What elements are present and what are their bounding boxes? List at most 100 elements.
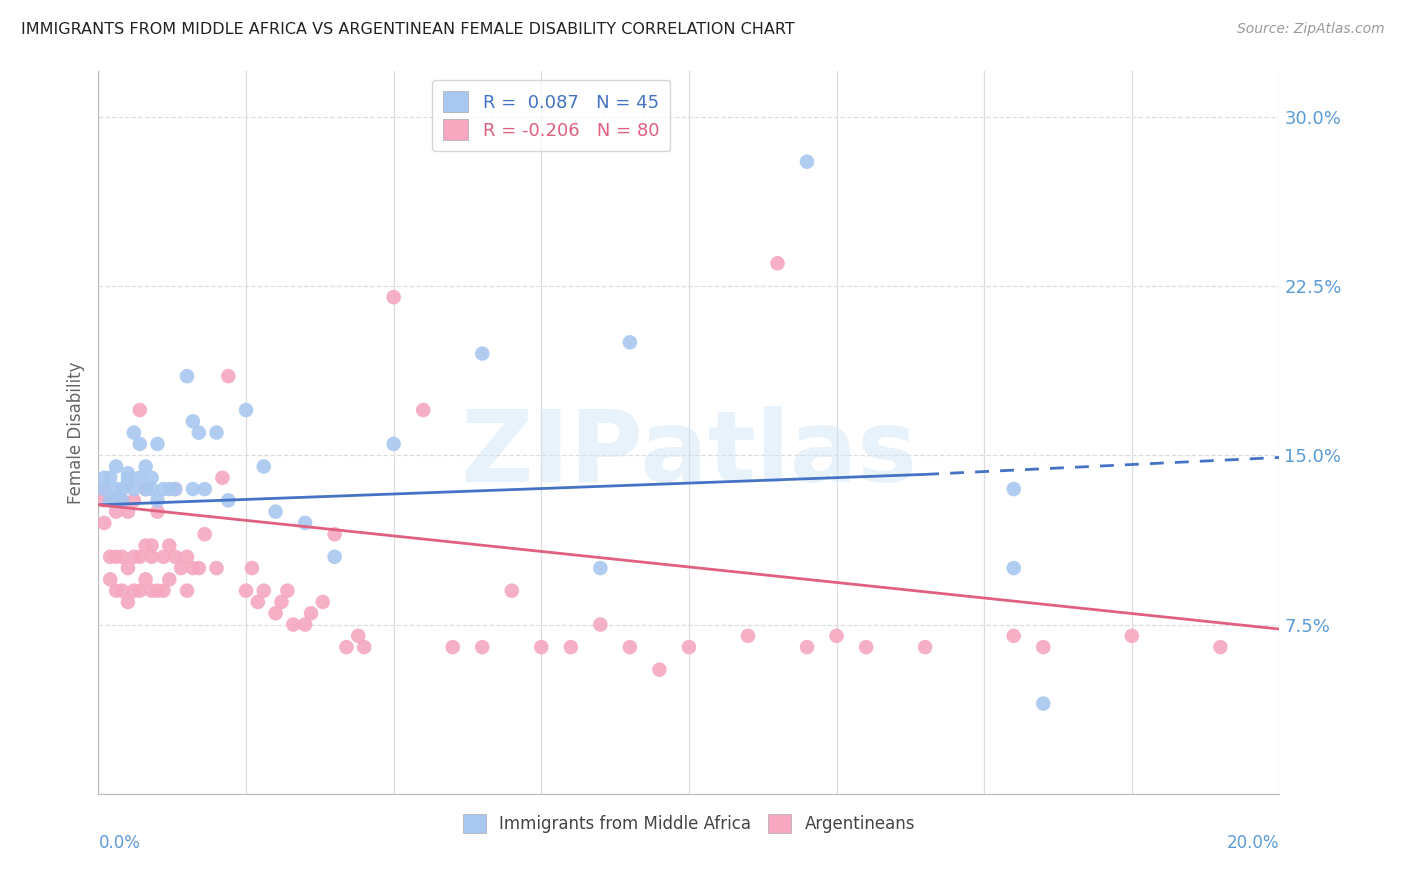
- Point: [93, 471, 115, 485]
- Point: [235, 583, 257, 598]
- Point: [146, 583, 169, 598]
- Point: [1121, 629, 1143, 643]
- Point: [105, 482, 128, 496]
- Point: [501, 583, 523, 598]
- Point: [323, 549, 346, 564]
- Point: [111, 583, 134, 598]
- Point: [294, 516, 316, 530]
- Point: [165, 549, 187, 564]
- Point: [211, 471, 233, 485]
- Point: [235, 403, 257, 417]
- Point: [589, 617, 612, 632]
- Point: [141, 539, 163, 553]
- Point: [217, 493, 239, 508]
- Point: [264, 505, 287, 519]
- Point: [678, 640, 700, 654]
- Point: [276, 583, 298, 598]
- Point: [194, 527, 217, 541]
- Point: [117, 505, 139, 519]
- Point: [270, 595, 292, 609]
- Point: [98, 573, 121, 587]
- Text: IMMIGRANTS FROM MIDDLE AFRICA VS ARGENTINEAN FEMALE DISABILITY CORRELATION CHART: IMMIGRANTS FROM MIDDLE AFRICA VS ARGENTI…: [21, 22, 794, 37]
- Point: [93, 516, 115, 530]
- Point: [217, 369, 239, 384]
- Point: [98, 549, 121, 564]
- Point: [796, 154, 818, 169]
- Point: [105, 493, 128, 508]
- Point: [122, 425, 145, 440]
- Point: [187, 425, 209, 440]
- Point: [176, 583, 198, 598]
- Point: [122, 482, 145, 496]
- Point: [855, 640, 877, 654]
- Point: [323, 527, 346, 541]
- Point: [93, 493, 115, 508]
- Point: [264, 607, 287, 621]
- Point: [205, 561, 228, 575]
- Point: [122, 583, 145, 598]
- Point: [1002, 629, 1025, 643]
- Point: [619, 640, 641, 654]
- Point: [1209, 640, 1232, 654]
- Point: [796, 640, 818, 654]
- Point: [648, 663, 671, 677]
- Point: [187, 561, 209, 575]
- Point: [382, 290, 405, 304]
- Point: [152, 549, 174, 564]
- Point: [152, 482, 174, 496]
- Text: 0.0%: 0.0%: [98, 834, 141, 852]
- Point: [181, 561, 204, 575]
- Point: [1032, 697, 1054, 711]
- Point: [128, 549, 150, 564]
- Point: [141, 549, 163, 564]
- Point: [240, 561, 263, 575]
- Text: Source: ZipAtlas.com: Source: ZipAtlas.com: [1237, 22, 1385, 37]
- Point: [165, 482, 187, 496]
- Point: [441, 640, 464, 654]
- Point: [111, 493, 134, 508]
- Point: [471, 346, 494, 360]
- Point: [157, 539, 180, 553]
- Point: [283, 617, 305, 632]
- Point: [117, 561, 139, 575]
- Point: [253, 583, 276, 598]
- Point: [98, 493, 121, 508]
- Point: [766, 256, 789, 270]
- Point: [146, 493, 169, 508]
- Point: [128, 583, 150, 598]
- Legend: Immigrants from Middle Africa, Argentineans: Immigrants from Middle Africa, Argentine…: [456, 807, 922, 839]
- Point: [135, 573, 157, 587]
- Point: [312, 595, 335, 609]
- Point: [253, 459, 276, 474]
- Point: [122, 493, 145, 508]
- Point: [560, 640, 582, 654]
- Point: [181, 482, 204, 496]
- Point: [1032, 640, 1054, 654]
- Point: [105, 459, 128, 474]
- Point: [170, 561, 193, 575]
- Point: [135, 482, 157, 496]
- Point: [98, 471, 121, 485]
- Point: [117, 475, 139, 490]
- Point: [335, 640, 357, 654]
- Point: [111, 482, 134, 496]
- Point: [128, 403, 150, 417]
- Point: [111, 493, 134, 508]
- Point: [1002, 561, 1025, 575]
- Point: [471, 640, 494, 654]
- Point: [194, 482, 217, 496]
- Point: [128, 471, 150, 485]
- Point: [181, 414, 204, 428]
- Point: [176, 549, 198, 564]
- Point: [914, 640, 936, 654]
- Point: [157, 482, 180, 496]
- Point: [93, 482, 115, 496]
- Point: [128, 437, 150, 451]
- Y-axis label: Female Disability: Female Disability: [67, 361, 86, 504]
- Point: [141, 471, 163, 485]
- Point: [412, 403, 434, 417]
- Point: [176, 369, 198, 384]
- Point: [205, 425, 228, 440]
- Point: [157, 573, 180, 587]
- Point: [1002, 482, 1025, 496]
